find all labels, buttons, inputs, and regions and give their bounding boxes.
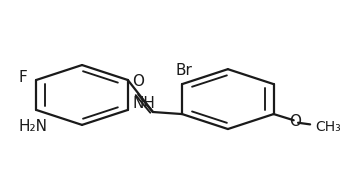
- Text: F: F: [19, 70, 27, 85]
- Text: O: O: [289, 114, 301, 129]
- Text: O: O: [132, 74, 144, 89]
- Text: CH₃: CH₃: [316, 121, 341, 134]
- Text: NH: NH: [132, 96, 155, 111]
- Text: Br: Br: [175, 63, 192, 78]
- Text: H₂N: H₂N: [18, 119, 47, 134]
